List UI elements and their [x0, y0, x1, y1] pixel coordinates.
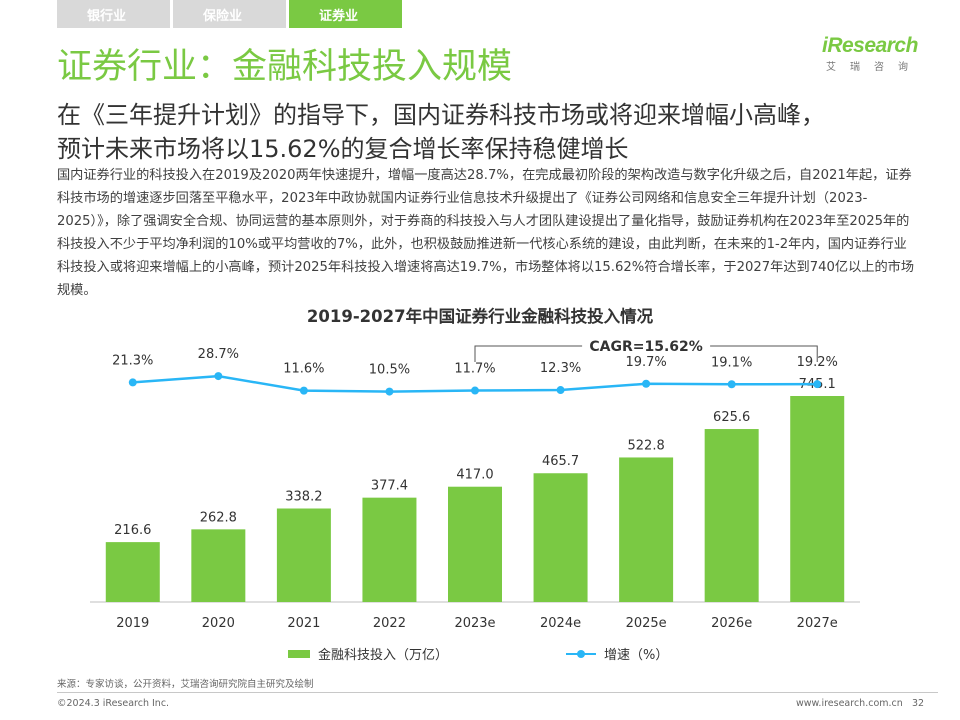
logo-wordmark: iResearch [822, 34, 918, 57]
page-number: 32 [912, 698, 925, 709]
tab-banking[interactable]: 银行业 [57, 0, 170, 28]
legend-line-swatch [566, 649, 596, 658]
iresearch-logo: iResearch 艾瑞咨询 [822, 34, 926, 73]
bar-2021 [276, 508, 331, 602]
bar-value-label: 338.2 [285, 489, 322, 504]
x-tick-label: 2022 [373, 616, 406, 631]
footer-divider [57, 692, 938, 693]
x-tick-label: 2020 [202, 616, 235, 631]
growth-point [471, 386, 479, 395]
x-tick-label: 2025e [626, 616, 667, 631]
growth-value-label: 11.7% [454, 362, 495, 377]
x-tick-label: 2023e [454, 616, 495, 631]
bar-value-label: 262.8 [200, 510, 237, 525]
cagr-bracket-left [474, 345, 583, 362]
copyright: ©2024.3 iResearch Inc. [57, 698, 170, 709]
section-tabs: 银行业 保险业 证券业 [57, 0, 402, 28]
legend-bar-swatch [288, 649, 310, 658]
x-tick-label: 2019 [116, 616, 149, 631]
bar-2027e [790, 396, 845, 602]
source-note: 来源：专家访谈，公开资料，艾瑞咨询研究院自主研究及绘制 [57, 679, 314, 690]
growth-value-label: 21.3% [112, 353, 153, 368]
x-tick-label: 2026e [711, 616, 752, 631]
growth-point [385, 387, 394, 396]
growth-value-label: 11.6% [283, 362, 324, 377]
bar-2023e [448, 486, 502, 602]
growth-value-label: 19.2% [797, 355, 838, 370]
body-paragraph: 国内证券行业的科技投入在2019及2020两年快速提升，增幅一度高达28.7%，… [57, 168, 915, 298]
legend-item-investment: 金融科技投入（万亿） [288, 644, 448, 663]
subtitle-line-2: 预计未来市场将以15.62%的复合增长率保持稳健增长 [57, 135, 629, 163]
tab-securities[interactable]: 证券业 [289, 0, 402, 28]
tab-insurance[interactable]: 保险业 [173, 0, 286, 28]
growth-point [727, 380, 736, 389]
page-title: 证券行业：金融科技投入规模 [57, 47, 513, 87]
subtitle-line-1: 在《三年提升计划》的指导下，国内证券科技市场或将迎来增幅小高峰， [57, 101, 825, 129]
growth-value-label: 12.3% [540, 361, 581, 376]
bar-value-label: 377.4 [371, 479, 408, 494]
growth-point [214, 372, 223, 381]
bar-2022 [362, 497, 417, 602]
bar-2020 [191, 529, 246, 602]
bar-2024e [533, 473, 588, 602]
legend-label-growth: 增速（%） [604, 648, 669, 663]
growth-value-label: 19.7% [625, 355, 666, 370]
website-link[interactable]: www.iresearch.com.cn [796, 698, 903, 709]
cagr-bracket-right [710, 345, 818, 362]
legend-label-investment: 金融科技投入（万亿） [318, 648, 449, 663]
growth-value-label: 19.1% [711, 355, 752, 370]
growth-point [642, 379, 651, 388]
bar-value-label: 417.0 [456, 468, 493, 483]
growth-value-label: 28.7% [198, 347, 239, 362]
growth-point [299, 386, 308, 395]
bar-value-label: 216.6 [114, 523, 151, 538]
chart-canvas: 216.6 2019 262.8 2020 338.2 2021 377.4 2022 417.… [90, 339, 860, 631]
legend-item-growth: 增速（%） [566, 644, 668, 663]
bar-2019 [105, 542, 160, 602]
growth-point [556, 386, 565, 395]
growth-point [128, 378, 137, 387]
bar-value-label: 625.6 [713, 410, 750, 425]
x-tick-label: 2021 [287, 616, 320, 631]
x-tick-label: 2027e [797, 616, 838, 631]
cagr-annotation: CAGR=15.62% [589, 339, 702, 355]
chart-legend: 金融科技投入（万亿） 增速（%） [0, 644, 960, 664]
bar-value-label: 465.7 [542, 454, 579, 469]
bar-2025e [619, 457, 674, 602]
logo-chinese-name: 艾瑞咨询 [826, 62, 922, 73]
bar-2026e [704, 429, 759, 602]
growth-value-label: 10.5% [369, 363, 410, 378]
growth-point [813, 380, 822, 389]
x-tick-label: 2024e [540, 616, 581, 631]
bar-value-label: 522.8 [628, 438, 665, 453]
chart-title: 2019-2027年中国证券行业金融科技投入情况 [306, 307, 654, 326]
